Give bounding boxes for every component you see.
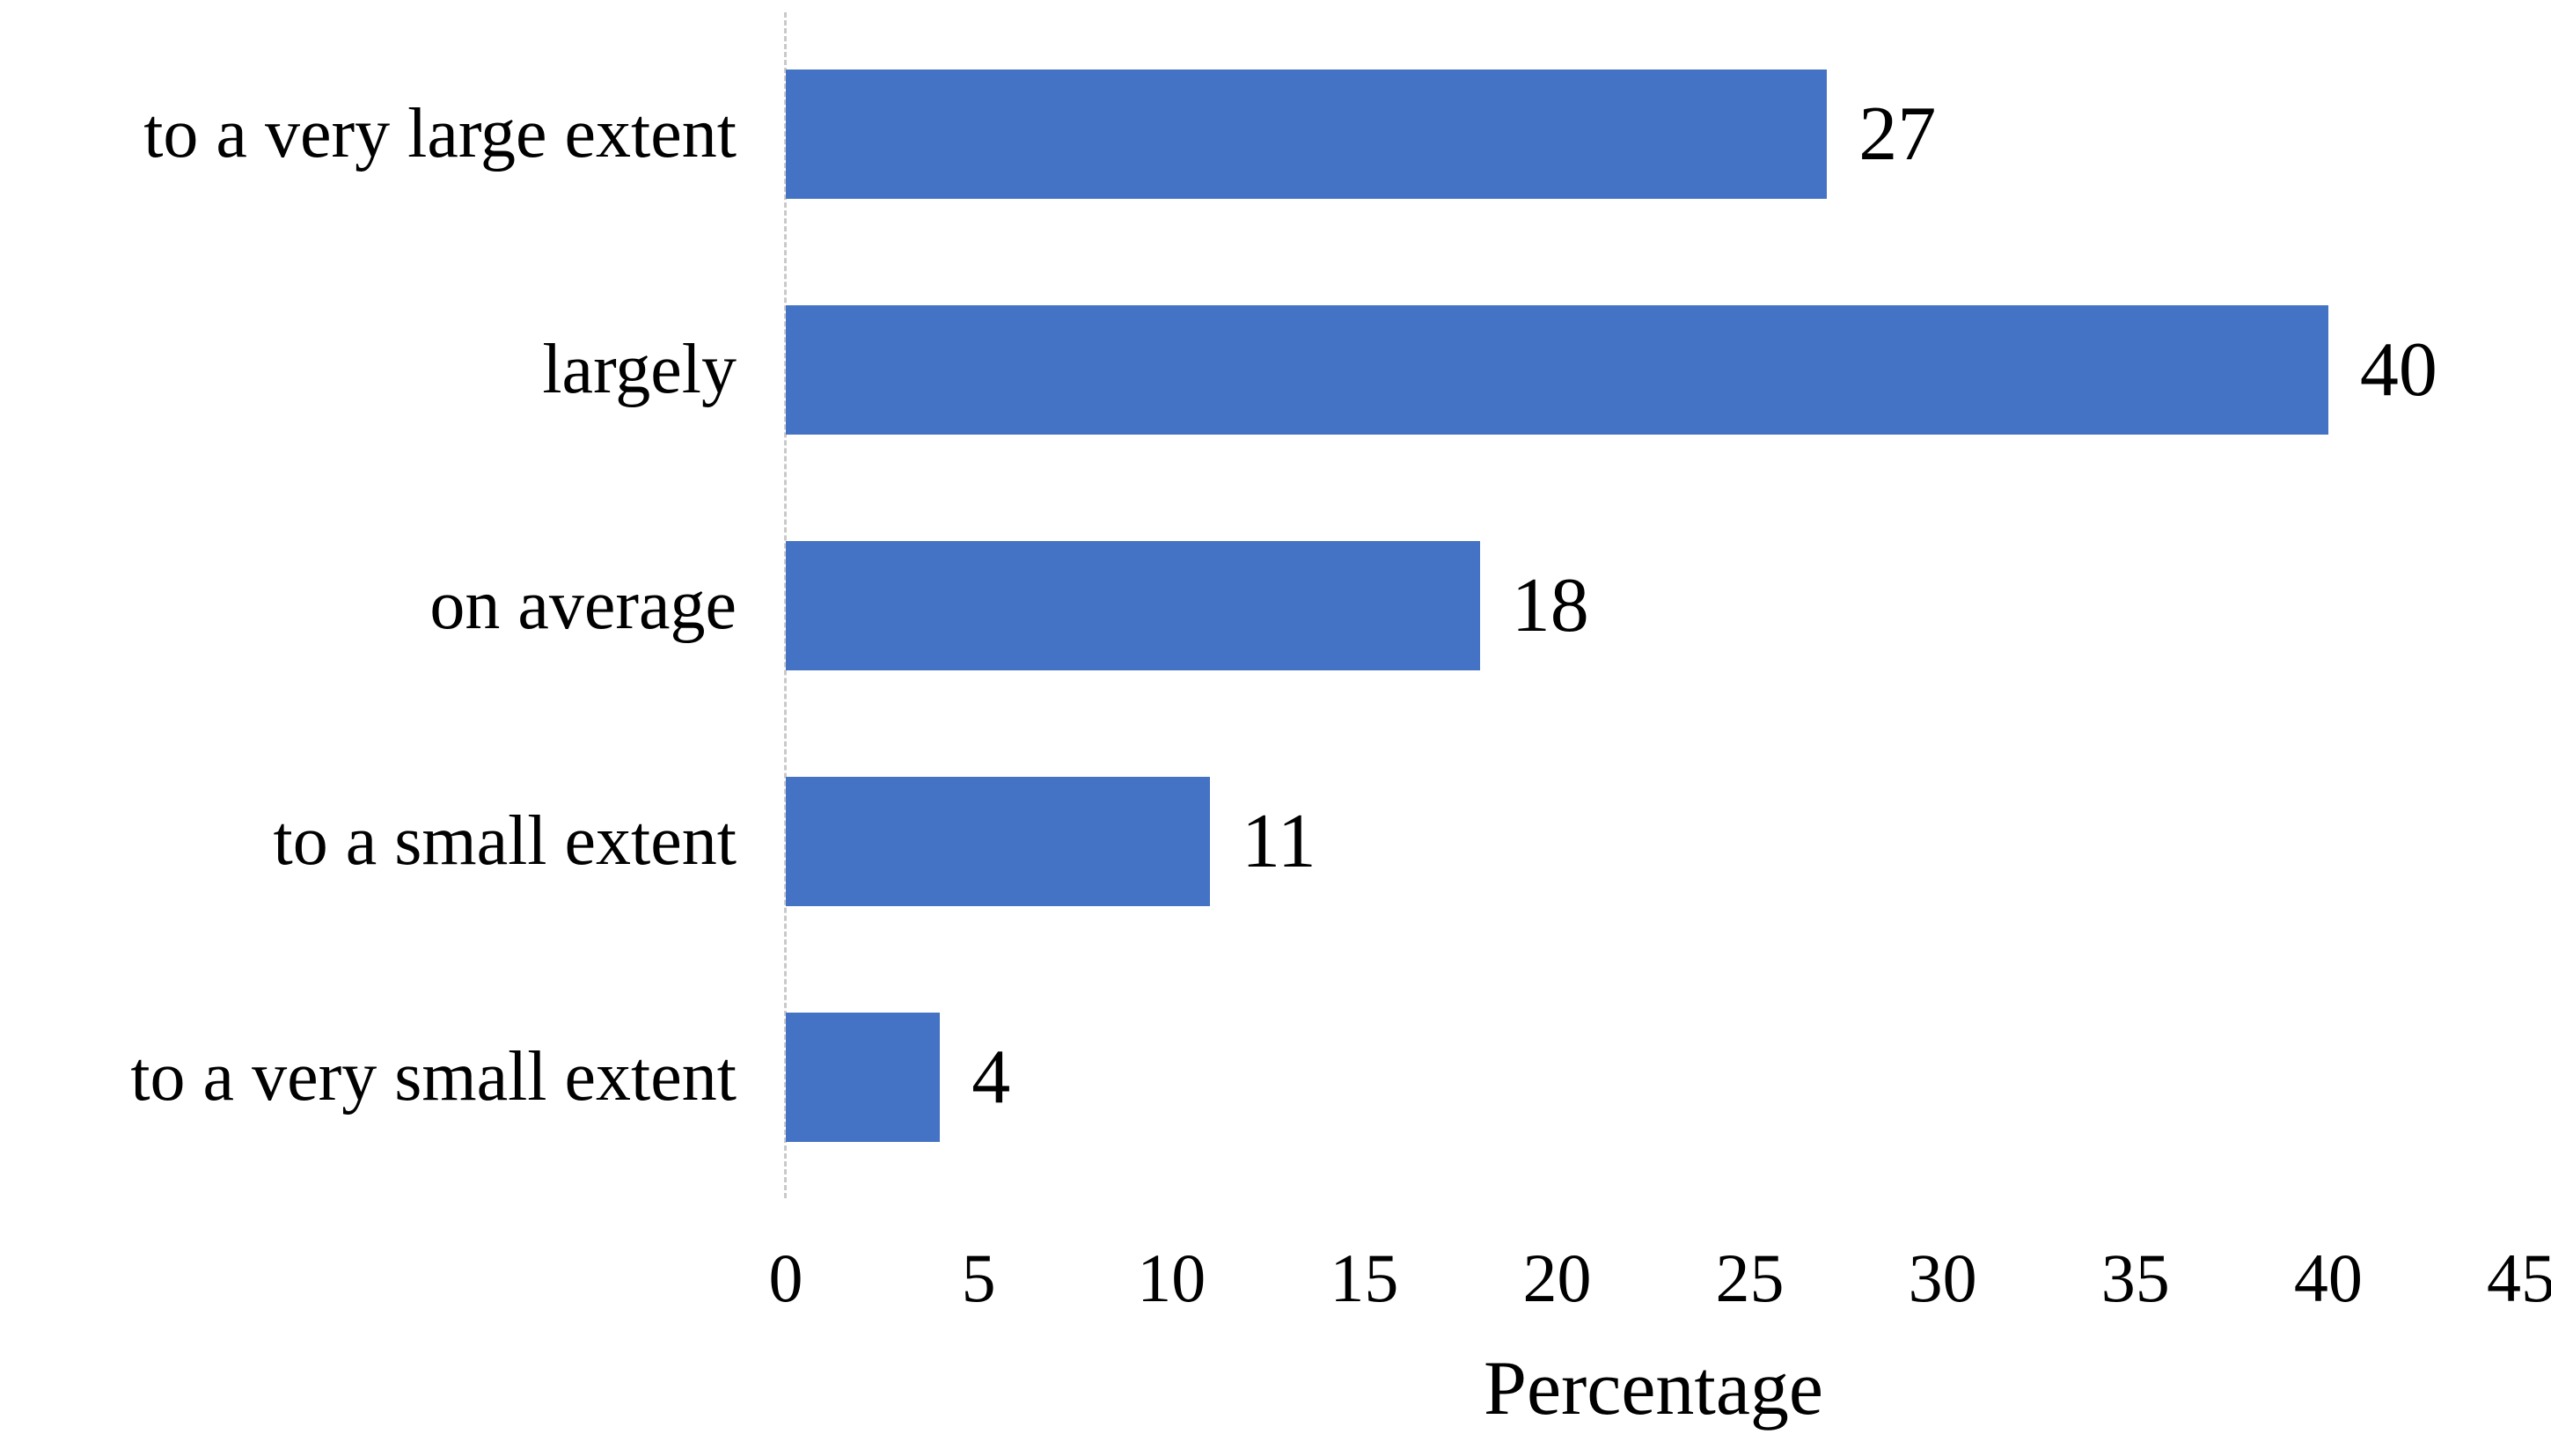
category-label: to a very large extent [143,95,737,172]
category-label: largely [542,331,737,408]
x-tick-label: 25 [1715,1240,1785,1316]
chart-row: to a very large extent 27 [0,16,2551,252]
value-label: 18 [1511,562,1589,648]
bar [786,776,1211,906]
bar [786,540,1480,670]
chart-row: largely 40 [0,252,2551,487]
x-tick-label: 10 [1137,1240,1206,1316]
x-tick-label: 15 [1330,1240,1399,1316]
x-tick-label: 0 [768,1240,803,1316]
bar [786,304,2328,435]
category-label: to a very small extent [130,1038,737,1116]
value-label: 27 [1858,91,1937,177]
plot-area: to a very large extent 27 largely 40 on aver… [0,16,2551,1195]
value-label: 4 [971,1034,1011,1120]
value-label: 40 [2359,326,2437,413]
x-tick-label: 45 [2487,1240,2551,1316]
bar-track: 40 [786,252,2521,487]
bar-track: 18 [786,487,2521,723]
category-label: to a small extent [273,802,737,880]
y-axis-line [784,12,787,1198]
chart-row: on average 18 [0,487,2551,723]
x-tick-label: 40 [2293,1240,2363,1316]
bar-track: 27 [786,16,2521,252]
category-label: on average [429,567,737,644]
chart-row: to a small extent 11 [0,723,2551,959]
bar-track: 11 [786,723,2521,959]
x-tick-label: 30 [1908,1240,1977,1316]
value-label: 11 [1242,798,1316,884]
x-axis-ticks: 0 5 10 15 20 25 30 35 40 45 [769,1239,2551,1327]
bar [786,69,1828,199]
x-axis-title: Percentage [1484,1346,1823,1431]
bar-track: 4 [786,959,2521,1195]
x-tick-label: 35 [2100,1240,2170,1316]
bar [786,1012,941,1142]
x-tick-label: 5 [961,1240,996,1316]
x-tick-label: 20 [1522,1240,1592,1316]
chart-row: to a very small extent 4 [0,959,2551,1195]
